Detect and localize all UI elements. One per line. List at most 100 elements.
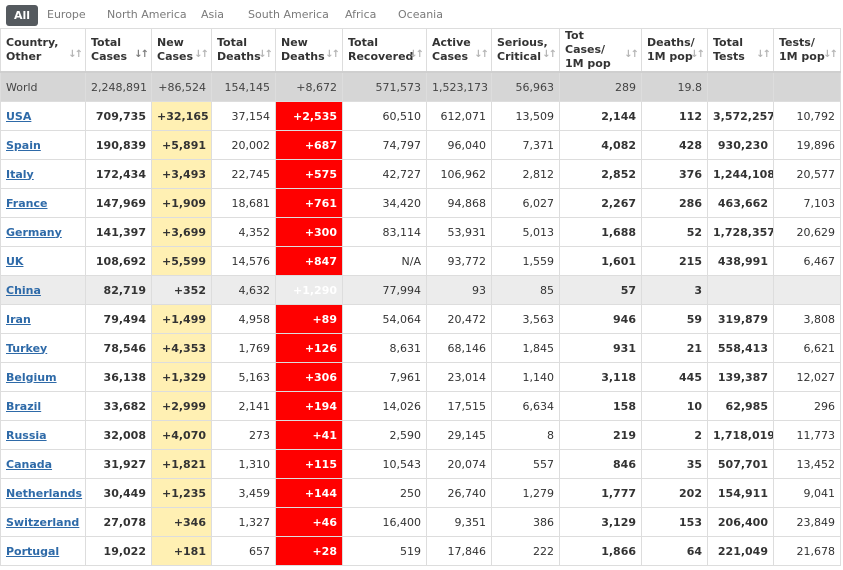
cell-active-cases: 23,014: [426, 362, 492, 392]
table-row: Germany 141,397 +3,699 4,352 +300 83,114 53,93…: [0, 217, 841, 247]
sort-icon[interactable]: ↓↑: [325, 49, 340, 60]
country-link[interactable]: France: [6, 196, 48, 210]
tab-africa[interactable]: Africa: [345, 8, 377, 21]
country-link[interactable]: Switzerland: [6, 515, 80, 529]
country-link[interactable]: Spain: [6, 138, 41, 152]
cell-country: UK: [0, 246, 86, 276]
cell-total-cases: 31,927: [85, 449, 152, 479]
country-link[interactable]: Iran: [6, 312, 31, 326]
cell-active-cases: 68,146: [426, 333, 492, 363]
cell-tests-per-1m: 11,773: [773, 420, 841, 450]
column-header-tests-per-1m[interactable]: Tests/ 1M pop ↓↑: [773, 28, 841, 73]
sort-icon[interactable]: ↓↑: [194, 49, 209, 60]
cell-total-recovered: 14,026: [342, 391, 427, 421]
column-header-cases-per-1m[interactable]: Tot Cases/ 1M pop ↓↑: [559, 28, 642, 73]
cell-cases-per-1m: 158: [559, 391, 642, 421]
tab-asia[interactable]: Asia: [201, 8, 225, 21]
cell-total-deaths: 14,576: [211, 246, 276, 276]
country-link[interactable]: Canada: [6, 457, 53, 471]
cell-deaths-per-1m: 376: [641, 159, 708, 189]
cell-country: World: [0, 71, 86, 102]
cell-new-deaths: +115: [275, 449, 343, 479]
cell-deaths-per-1m: 286: [641, 188, 708, 218]
sort-icon[interactable]: ↓↑: [756, 49, 771, 60]
sort-icon[interactable]: ↓↑: [624, 49, 639, 60]
tab-south-america[interactable]: South America: [248, 8, 329, 21]
table-row: Turkey 78,546 +4,353 1,769 +126 8,631 68,146 1,…: [0, 333, 841, 363]
cell-total-recovered: 16,400: [342, 507, 427, 537]
cell-active-cases: 93,772: [426, 246, 492, 276]
cell-cases-per-1m: 1,601: [559, 246, 642, 276]
cell-deaths-per-1m: 59: [641, 304, 708, 334]
country-link[interactable]: Russia: [6, 428, 47, 442]
column-header-total-cases[interactable]: Total Cases ↓↑: [85, 28, 152, 73]
cell-new-cases: +1,821: [151, 449, 212, 479]
tab-north-america[interactable]: North America: [107, 8, 187, 21]
country-link[interactable]: Portugal: [6, 544, 60, 558]
cell-new-cases: +5,599: [151, 246, 212, 276]
cell-serious-critical: 557: [491, 449, 560, 479]
sort-icon[interactable]: ↓↑: [690, 49, 705, 60]
cell-total-deaths: 2,141: [211, 391, 276, 421]
cell-tests-per-1m: 20,629: [773, 217, 841, 247]
sort-icon[interactable]: ↓↑: [134, 49, 149, 60]
cell-country: Russia: [0, 420, 86, 450]
country-link[interactable]: Turkey: [6, 341, 48, 355]
cell-active-cases: 53,931: [426, 217, 492, 247]
cell-new-deaths: +687: [275, 130, 343, 160]
country-link[interactable]: USA: [6, 109, 32, 123]
country-link[interactable]: Germany: [6, 225, 62, 239]
sort-icon[interactable]: ↓↑: [474, 49, 489, 60]
tab-all[interactable]: All: [6, 5, 39, 26]
cell-country: Switzerland: [0, 507, 86, 537]
column-header-total-tests[interactable]: Total Tests ↓↑: [707, 28, 774, 73]
cell-serious-critical: 56,963: [491, 71, 560, 102]
sort-icon[interactable]: ↓↑: [409, 49, 424, 60]
cell-new-cases: +1,235: [151, 478, 212, 508]
country-link[interactable]: UK: [6, 254, 24, 268]
cell-tests-per-1m: [773, 71, 841, 102]
country-link[interactable]: Belgium: [6, 370, 57, 384]
sort-icon[interactable]: ↓↑: [258, 49, 273, 60]
cell-tests-per-1m: 3,808: [773, 304, 841, 334]
cell-deaths-per-1m: 10: [641, 391, 708, 421]
table-row: UK 108,692 +5,599 14,576 +847 N/A 93,772 1,559 1…: [0, 246, 841, 276]
cell-total-cases: 36,138: [85, 362, 152, 392]
cell-cases-per-1m: 289: [559, 71, 642, 102]
cell-new-cases: +3,699: [151, 217, 212, 247]
column-header-total-recovered[interactable]: Total Recovered ↓↑: [342, 28, 427, 73]
cell-tests-per-1m: 20,577: [773, 159, 841, 189]
cell-new-cases: +1,329: [151, 362, 212, 392]
table-row: Canada 31,927 +1,821 1,310 +115 10,543 20,074 5…: [0, 449, 841, 479]
cell-total-cases: 30,449: [85, 478, 152, 508]
column-header-total-deaths[interactable]: Total Deaths ↓↑: [211, 28, 276, 73]
cell-active-cases: 20,472: [426, 304, 492, 334]
cell-new-deaths: +46: [275, 507, 343, 537]
column-header-serious-critical[interactable]: Serious, Critical ↓↑: [491, 28, 560, 73]
country-link[interactable]: China: [6, 283, 41, 297]
country-link[interactable]: Brazil: [6, 399, 42, 413]
world-total-row: World 2,248,891 +86,524 154,145 +8,672 571,57…: [0, 71, 841, 102]
table-row: China 82,719 +352 4,632 +1,290 77,994 93 85 57 3: [0, 275, 841, 305]
country-link[interactable]: Italy: [6, 167, 34, 181]
cell-country: Iran: [0, 304, 86, 334]
cell-deaths-per-1m: 2: [641, 420, 708, 450]
sort-icon[interactable]: ↓↑: [823, 49, 838, 60]
cell-total-deaths: 1,310: [211, 449, 276, 479]
cell-serious-critical: 13,509: [491, 101, 560, 131]
cell-new-cases: +2,999: [151, 391, 212, 421]
column-header-country[interactable]: Country, Other ↓↑: [0, 28, 86, 73]
tab-europe[interactable]: Europe: [47, 8, 86, 21]
cell-deaths-per-1m: 52: [641, 217, 708, 247]
column-header-deaths-per-1m[interactable]: Deaths/ 1M pop ↓↑: [641, 28, 708, 73]
sort-icon[interactable]: ↓↑: [542, 49, 557, 60]
cell-tests-per-1m: 6,621: [773, 333, 841, 363]
cell-deaths-per-1m: 428: [641, 130, 708, 160]
column-header-active-cases[interactable]: Active Cases ↓↑: [426, 28, 492, 73]
sort-icon[interactable]: ↓↑: [68, 49, 83, 60]
column-header-new-cases[interactable]: New Cases ↓↑: [151, 28, 212, 73]
cell-cases-per-1m: 219: [559, 420, 642, 450]
country-link[interactable]: Netherlands: [6, 486, 83, 500]
column-header-new-deaths[interactable]: New Deaths ↓↑: [275, 28, 343, 73]
tab-oceania[interactable]: Oceania: [398, 8, 443, 21]
